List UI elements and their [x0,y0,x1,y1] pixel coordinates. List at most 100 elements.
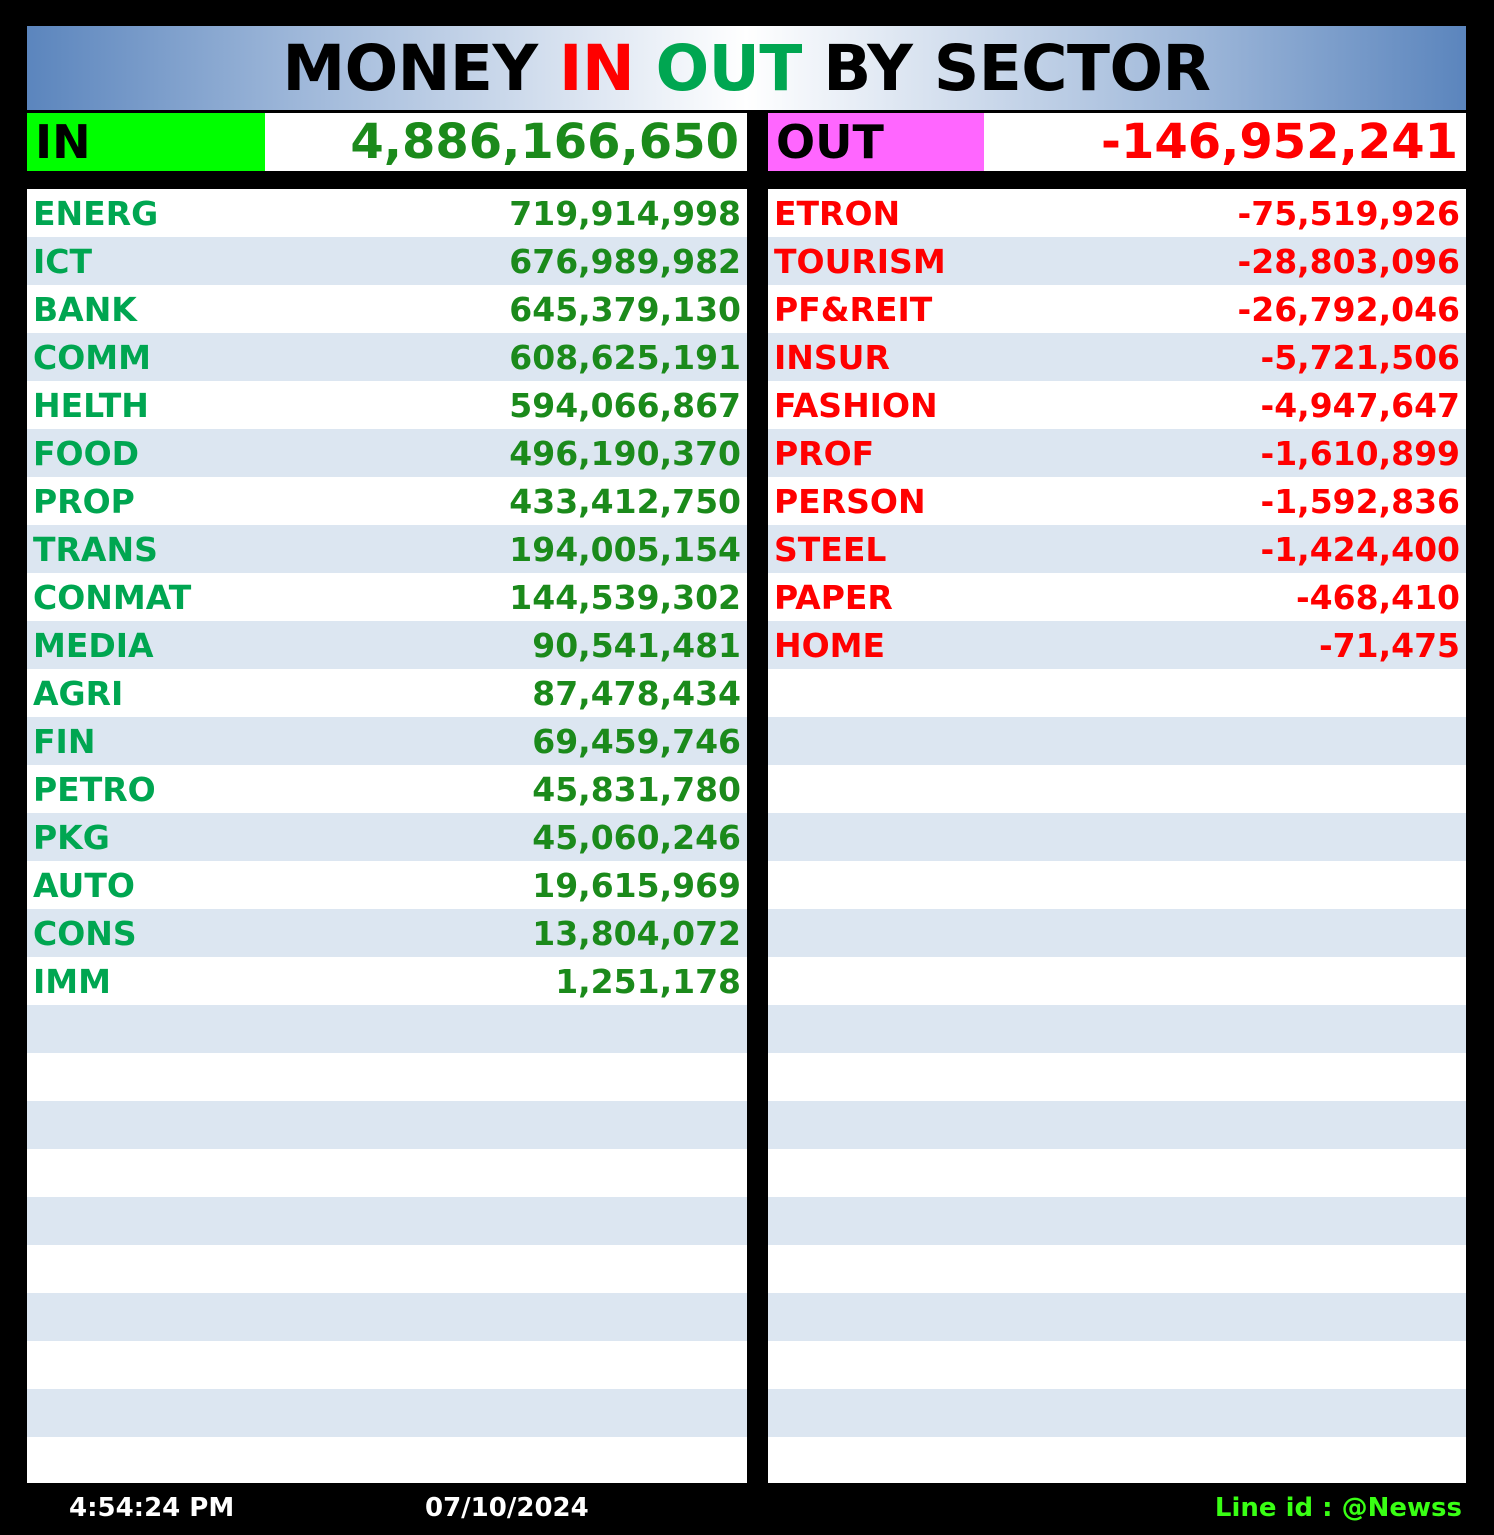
sector-row [768,669,1466,717]
sector-row [27,1389,747,1437]
sector-name: PERSON [774,481,926,521]
sector-row: CONS 13,804,072 [27,909,747,957]
sector-row: FOOD 496,190,370 [27,429,747,477]
sector-value: 1,251,178 [555,961,741,1001]
sector-row [27,1341,747,1389]
sector-row: HELTH 594,066,867 [27,381,747,429]
sector-row [768,1149,1466,1197]
title-space [634,32,655,105]
sector-row [27,1437,747,1483]
sector-row: PETRO 45,831,780 [27,765,747,813]
sector-value: -71,475 [1318,625,1460,665]
footer-date: 07/10/2024 [425,1493,589,1523]
sector-row: PROF -1,610,899 [768,429,1466,477]
sector-row: ICT 676,989,982 [27,237,747,285]
page-title: MONEY IN OUT BY SECTOR [27,26,1466,110]
sector-row [768,1245,1466,1293]
sector-row [768,765,1466,813]
sector-value: 87,478,434 [532,673,741,713]
sector-row: FIN 69,459,746 [27,717,747,765]
sector-row: HOME -71,475 [768,621,1466,669]
sector-value: -1,592,836 [1260,481,1461,521]
sector-row [27,1149,747,1197]
sector-name: IMM [33,961,111,1001]
sector-row: AGRI 87,478,434 [27,669,747,717]
sector-name: ICT [33,241,93,281]
sector-row [768,1197,1466,1245]
sector-name: HOME [774,625,886,665]
footer-bar: 4:54:24 PM 07/10/2024 Line id : @Newss [27,1487,1466,1529]
sector-row [768,1053,1466,1101]
sector-name: COMM [33,337,151,377]
sector-row [27,1005,747,1053]
money-out-list: ETRON -75,519,926 TOURISM -28,803,096 PF&REI… [768,189,1466,1483]
sector-row: AUTO 19,615,969 [27,861,747,909]
sector-row [768,861,1466,909]
sector-row [768,957,1466,1005]
title-by-sector-text: BY SECTOR [801,31,1211,105]
sector-name: FOOD [33,433,140,473]
sector-value: 13,804,072 [532,913,741,953]
sector-name: BANK [33,289,137,329]
sector-row [768,1293,1466,1341]
sector-value: 90,541,481 [532,625,741,665]
in-total-box: IN 4,886,166,650 [27,113,747,171]
sector-row [768,1101,1466,1149]
sector-value: 19,615,969 [532,865,741,905]
sector-row: TRANS 194,005,154 [27,525,747,573]
sector-row: INSUR -5,721,506 [768,333,1466,381]
sector-name: AUTO [33,865,135,905]
sector-row: FASHION -4,947,647 [768,381,1466,429]
sector-value: 676,989,982 [509,241,741,281]
sector-row: BANK 645,379,130 [27,285,747,333]
sector-name: INSUR [774,337,890,377]
sector-value: -26,792,046 [1237,289,1460,329]
title-money-text: MONEY [282,31,559,105]
sector-row: STEEL -1,424,400 [768,525,1466,573]
sector-value: -468,410 [1295,577,1460,617]
sector-value: 69,459,746 [532,721,741,761]
sector-value: 45,831,780 [532,769,741,809]
in-total-value: 4,886,166,650 [350,114,739,170]
sector-name: ETRON [774,193,901,233]
sector-name: PETRO [33,769,156,809]
sector-name: TRANS [33,529,158,569]
sector-row: ETRON -75,519,926 [768,189,1466,237]
sector-value: -1,610,899 [1260,433,1461,473]
sector-name: FIN [33,721,96,761]
sector-value: 594,066,867 [509,385,741,425]
out-total-box: OUT -146,952,241 [768,113,1466,171]
sector-row [768,909,1466,957]
sector-row: TOURISM -28,803,096 [768,237,1466,285]
sector-value: 433,412,750 [509,481,741,521]
sector-name: FASHION [774,385,938,425]
sector-name: STEEL [774,529,887,569]
sector-row [768,1437,1466,1483]
sector-row: CONMAT 144,539,302 [27,573,747,621]
in-total-label: IN [27,113,265,171]
title-in-text: IN [559,31,635,105]
sector-name: PROF [774,433,875,473]
sector-value: 144,539,302 [509,577,741,617]
sector-name: PROP [33,481,135,521]
sector-row [27,1245,747,1293]
sector-row [27,1101,747,1149]
sector-row [768,813,1466,861]
footer-time: 4:54:24 PM [69,1493,235,1523]
sector-row: PKG 45,060,246 [27,813,747,861]
out-total-value: -146,952,241 [1101,114,1458,170]
sector-row [27,1293,747,1341]
sector-value: 45,060,246 [532,817,741,857]
sector-name: CONS [33,913,137,953]
money-in-panel: ENERG 719,914,998 ICT 676,989,982 BANK 645,37… [27,189,747,1483]
sector-name: PF&REIT [774,289,933,329]
money-out-panel: ETRON -75,519,926 TOURISM -28,803,096 PF&REI… [768,189,1466,1483]
sector-row [27,1053,747,1101]
sector-row [768,717,1466,765]
sector-name: CONMAT [33,577,192,617]
sector-value: -5,721,506 [1260,337,1461,377]
sector-name: MEDIA [33,625,154,665]
sector-value: -75,519,926 [1237,193,1460,233]
sector-row [768,1389,1466,1437]
sector-row [768,1341,1466,1389]
